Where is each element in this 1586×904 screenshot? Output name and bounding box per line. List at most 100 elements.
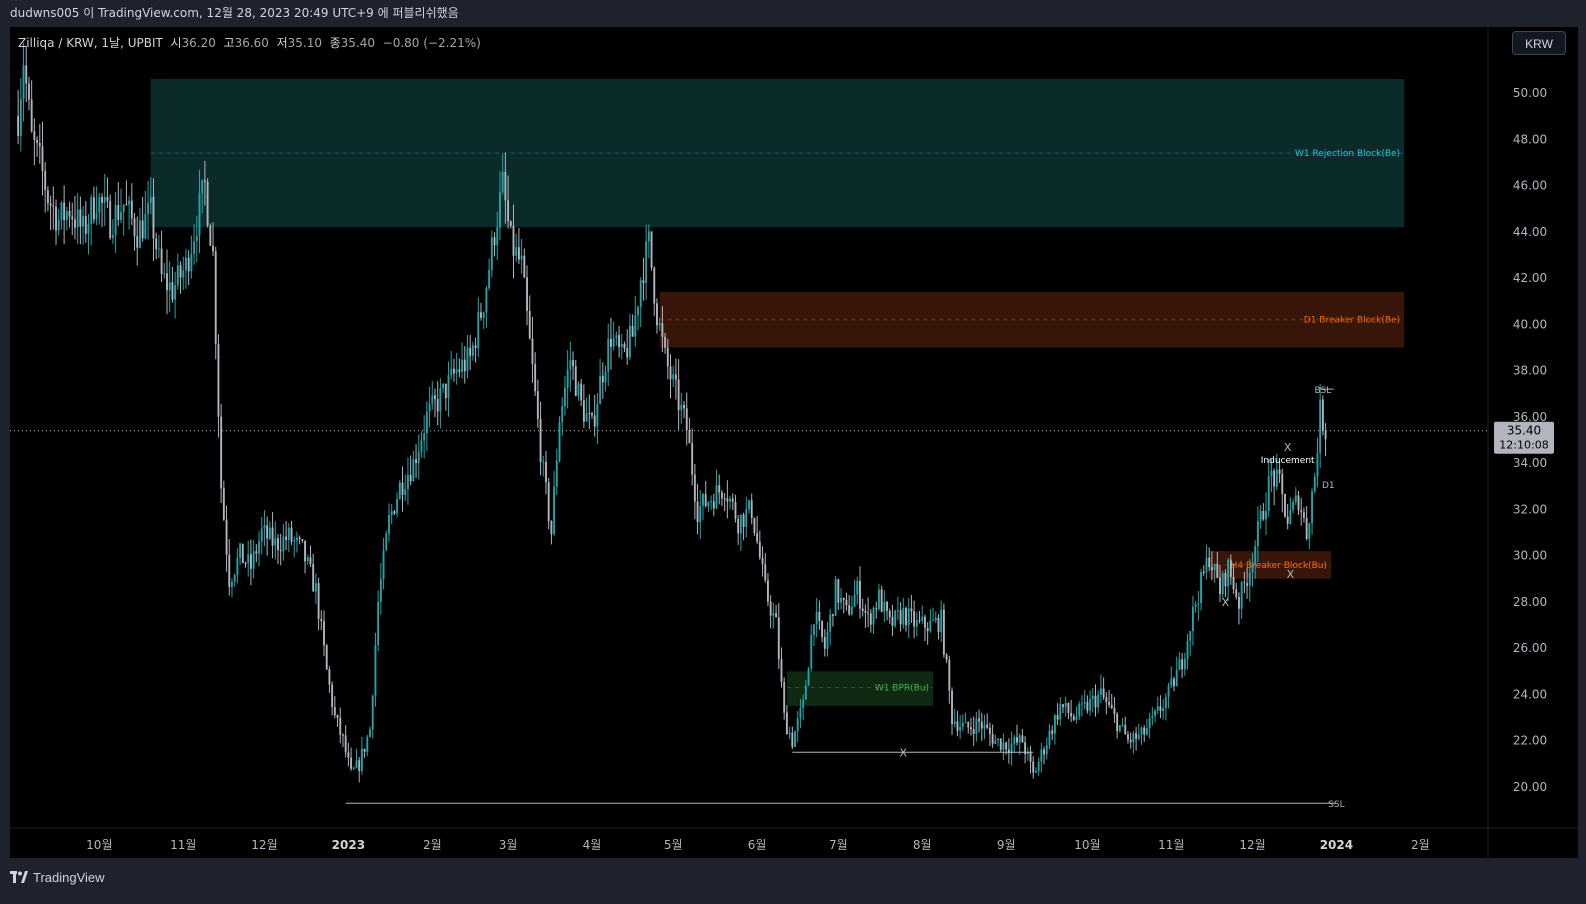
candle-body <box>1064 702 1067 708</box>
candle-body <box>258 541 260 554</box>
candle-body <box>718 485 721 493</box>
price-chart[interactable]: W1 Rejection Block(Be) D1 Breaker Block(B… <box>10 27 1578 858</box>
candle-body <box>880 589 883 612</box>
candle-body <box>214 251 217 344</box>
candle-body <box>371 695 374 730</box>
candle-body <box>804 685 807 700</box>
candle-body <box>1051 730 1054 734</box>
candle-body <box>937 617 940 633</box>
candle-body <box>512 225 515 256</box>
candle-body <box>287 527 290 540</box>
candle-body <box>942 609 945 655</box>
candle-body <box>875 608 878 610</box>
candle-body <box>19 98 22 136</box>
candle-body <box>1148 717 1151 729</box>
candle-body <box>988 727 991 734</box>
candle-body <box>60 202 63 220</box>
candle-body <box>1200 571 1203 604</box>
candle-body <box>263 525 266 529</box>
candle-body <box>1043 749 1046 755</box>
candle-body <box>190 253 193 272</box>
time-tick-2: 12월 <box>251 838 277 852</box>
candle-body <box>225 519 228 555</box>
candle-body <box>1205 557 1208 573</box>
candle-body <box>466 347 469 372</box>
time-tick-6: 4월 <box>583 838 602 852</box>
candle-body <box>1091 695 1094 700</box>
candle-body <box>144 213 147 239</box>
candle-body <box>642 280 645 283</box>
annotation-1: SSL <box>1328 800 1344 810</box>
candle-body <box>1145 728 1148 735</box>
candle-body <box>501 171 504 192</box>
price-tick-11: 28.00 <box>1513 595 1547 609</box>
time-tick-16: 2월 <box>1411 838 1430 852</box>
candle-body <box>247 554 250 564</box>
candle-body <box>628 325 631 358</box>
candle-body <box>767 580 769 602</box>
candle-body <box>22 65 25 99</box>
candle-body <box>271 527 274 546</box>
candle-body <box>1099 688 1102 695</box>
candle-body <box>886 601 889 611</box>
candle-body <box>1281 473 1284 494</box>
candle-body <box>504 171 507 201</box>
candle-body <box>317 583 320 619</box>
candle-body <box>929 620 932 632</box>
candle-body <box>856 580 859 595</box>
candle-body <box>1040 749 1043 762</box>
candle-body <box>1097 694 1100 708</box>
candle-body <box>1037 761 1040 772</box>
tradingview-brand[interactable]: TradingView <box>10 868 105 886</box>
price-tick-8: 34.00 <box>1513 456 1547 470</box>
candle-body <box>1181 659 1184 670</box>
price-tick-14: 22.00 <box>1513 734 1547 748</box>
candle-body <box>964 722 967 724</box>
candle-body <box>344 735 347 753</box>
publish-info: dudwns005 이 TradingView.com, 12월 28, 202… <box>0 0 1586 27</box>
candle-body <box>106 196 109 201</box>
candle-body <box>355 760 358 768</box>
candle-body <box>959 726 962 731</box>
candle-body <box>1135 733 1138 739</box>
price-tick-2: 46.00 <box>1513 179 1547 193</box>
candle-body <box>1259 511 1262 522</box>
candle-body <box>563 387 566 407</box>
time-tick-10: 8월 <box>913 838 932 852</box>
candle-body <box>1256 521 1259 547</box>
candle-body <box>1021 735 1024 743</box>
candle-body <box>731 498 734 502</box>
candle-body <box>553 486 556 535</box>
candle-body <box>55 206 57 231</box>
candle-body <box>149 196 152 204</box>
candle-body <box>111 235 114 238</box>
candle-body <box>406 475 409 490</box>
candle-body <box>840 597 842 603</box>
candle-body <box>209 225 212 246</box>
candle-body <box>1105 697 1108 703</box>
candle-body <box>829 614 832 632</box>
candle-body <box>915 620 918 627</box>
candle-body <box>953 721 956 724</box>
candle-body <box>98 196 101 213</box>
candle-body <box>220 416 223 489</box>
candle-body <box>823 636 826 649</box>
candle-body <box>87 224 90 234</box>
candle-body <box>1048 730 1051 745</box>
candle-body <box>474 345 477 349</box>
candle-body <box>669 366 672 380</box>
candle-body <box>707 502 710 507</box>
candle-body <box>122 204 125 212</box>
chart-area[interactable]: W1 Rejection Block(Be) D1 Breaker Block(B… <box>10 27 1578 858</box>
candle-body <box>791 732 794 747</box>
candle-body <box>41 146 44 172</box>
candle-body <box>236 557 239 576</box>
candle-body <box>417 451 420 463</box>
candle-body <box>853 594 856 607</box>
candle-body <box>626 348 629 358</box>
candle-body <box>948 659 951 691</box>
candle-body <box>815 611 818 625</box>
currency-button[interactable]: KRW <box>1512 31 1566 55</box>
candle-body <box>534 364 537 392</box>
candle-body <box>585 413 588 422</box>
